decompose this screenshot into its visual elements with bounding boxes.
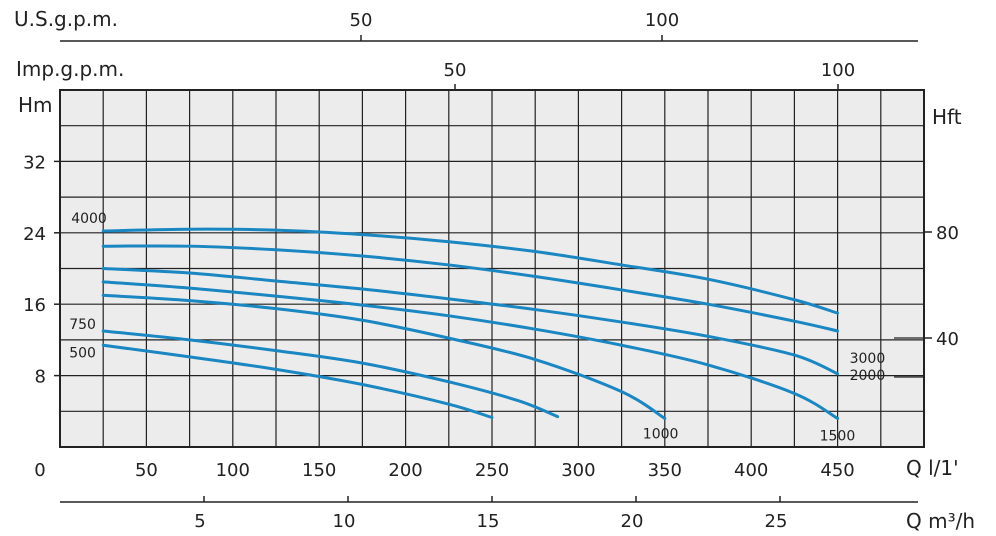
top-axis-us: U.S.g.p.m. 50 100 (14, 7, 918, 42)
m3h-tick-label: 25 (765, 511, 788, 532)
curve-label-3000: 3000 (850, 351, 886, 367)
x-tick-label: 200 (388, 460, 422, 481)
top-axis-imp: Imp.g.p.m. 50 100 (16, 57, 855, 81)
x-tick-label: 450 (820, 460, 854, 481)
x-tick-label: 50 (135, 460, 158, 481)
curve-500 (101, 343, 494, 420)
m3h-axis-title: Q m³/h (906, 509, 975, 533)
curve-1000 (101, 293, 667, 420)
us-gpm-tick-label: 50 (350, 10, 373, 31)
m3h-ticks: 5 10 15 20 25 (194, 496, 787, 532)
curve-label-1500: 1500 (820, 428, 856, 444)
y-tick-label: 32 (23, 152, 46, 173)
x-axis-title: Q l/1' (906, 456, 959, 480)
x-axis: 0 50 100 150 200 250 300 350 400 450 (34, 460, 855, 481)
x-tick-label: 350 (648, 460, 682, 481)
imp-gpm-label: Imp.g.p.m. (16, 57, 124, 81)
y-right-axis-title: Hft (932, 105, 962, 129)
hft-tick-label: 40 (936, 329, 959, 350)
x-tick-label: 0 (34, 460, 45, 481)
curve-label-2000: 2000 (850, 368, 886, 384)
x-tick-label: 150 (302, 460, 336, 481)
curve-label-750: 750 (69, 317, 96, 333)
curve-label-500: 500 (69, 345, 96, 361)
us-gpm-tick-label: 100 (645, 10, 679, 31)
us-gpm-label: U.S.g.p.m. (14, 7, 118, 31)
m3h-tick-label: 15 (477, 511, 500, 532)
imp-gpm-tick-label: 100 (821, 60, 855, 81)
x-tick-label: 300 (561, 460, 595, 481)
y-axis-title: Hm (18, 93, 53, 117)
curve-2000 (101, 267, 840, 376)
imp-gpm-tick-label: 50 (444, 60, 467, 81)
curve-750 (101, 329, 560, 419)
curve-1500 (101, 280, 840, 420)
m3h-tick-label: 10 (333, 511, 356, 532)
curve-label-4000: 4000 (71, 211, 107, 227)
y-tick-label: 16 (23, 295, 46, 316)
y-right-axis: 80 40 (924, 223, 959, 350)
hft-tick-label: 80 (936, 223, 959, 244)
bottom-axis-m3h: 5 10 15 20 25 Q m³/h (60, 496, 975, 533)
plot-frame (59, 89, 925, 448)
m3h-tick-label: 5 (194, 511, 205, 532)
y-tick-label: 8 (35, 367, 46, 388)
curve-label-1000: 1000 (643, 426, 679, 442)
y-axis: 8 16 24 32 (23, 152, 60, 388)
m3h-tick-label: 20 (621, 511, 644, 532)
curve-3000 (101, 244, 840, 333)
x-tick-label: 250 (475, 460, 509, 481)
x-tick-label: 400 (734, 460, 768, 481)
x-tick-label: 100 (216, 460, 250, 481)
curve-4000 (101, 227, 840, 315)
grid (60, 90, 924, 447)
y-tick-label: 24 (23, 224, 46, 245)
